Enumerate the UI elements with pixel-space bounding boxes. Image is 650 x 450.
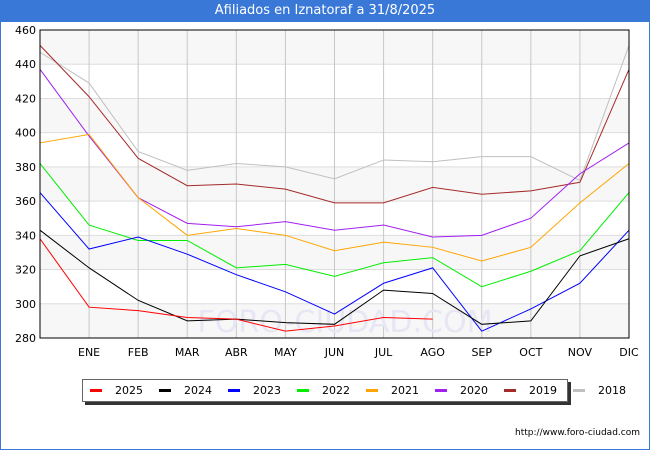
legend-swatch [90,389,102,392]
legend-item-2023: 2023 [228,384,281,397]
legend-label: 2021 [391,384,419,397]
footer-url[interactable]: http://www.foro-ciudad.com [515,428,640,438]
legend-label: 2022 [322,384,350,397]
legend: 2025 2024 2023 2022 2021 2020 2019 2018 [82,379,626,402]
legend-label: 2024 [184,384,212,397]
y-tick-label: 420 [15,92,36,105]
legend-item-2019: 2019 [504,384,557,397]
legend-item-2018: 2018 [573,384,626,397]
legend-label: 2025 [115,384,143,397]
y-tick-label: 320 [15,264,36,277]
legend-label: 2018 [598,384,626,397]
y-tick-label: 400 [15,127,36,140]
series-line-2022 [39,163,630,288]
x-tick-label: NOV [568,346,593,359]
series-line-2024 [39,229,630,325]
series-line-2019 [39,45,630,204]
legend-item-2022: 2022 [297,384,350,397]
legend-label: 2019 [529,384,557,397]
x-tick-label: JUL [374,346,393,359]
y-tick-label: 360 [15,195,36,208]
series-line-2021 [39,133,630,262]
y-tick-label: 440 [15,58,36,71]
legend-swatch [297,389,309,392]
y-tick-label: 380 [15,161,36,174]
legend-item-2025: 2025 [90,384,143,397]
legend-swatch [435,389,447,392]
legend-label: 2023 [253,384,281,397]
legend-label: 2020 [460,384,488,397]
watermark: FORO-CIUDAD.COM [198,305,493,340]
x-tick-label: FEB [128,346,149,359]
y-tick-label: 340 [15,229,36,242]
x-tick-label: OCT [519,346,542,359]
legend-item-2024: 2024 [159,384,212,397]
legend-item-2020: 2020 [435,384,488,397]
legend-swatch [159,389,171,392]
x-tick-label: JUN [324,346,345,359]
legend-swatch [228,389,240,392]
legend-swatch [573,389,585,392]
y-tick-label: 280 [15,332,36,345]
x-tick-label: AGO [420,346,445,359]
y-tick-label: 300 [15,298,36,311]
x-tick-label: MAY [274,346,297,359]
plot-border [39,29,630,339]
legend-swatch [504,389,516,392]
legend-swatch [366,389,378,392]
series-line-2023 [39,192,630,332]
x-tick-label: ABR [225,346,248,359]
x-tick-label: ENE [78,346,100,359]
legend-item-2021: 2021 [366,384,419,397]
x-tick-label: SEP [471,346,492,359]
y-tick-label: 460 [15,24,36,37]
series-line-2025 [39,238,433,332]
chart-title: Afiliados en Iznatoraf a 31/8/2025 [0,0,650,22]
series-line-2018 [39,45,630,182]
x-tick-label: MAR [175,346,200,359]
x-tick-label: DIC [619,346,639,359]
